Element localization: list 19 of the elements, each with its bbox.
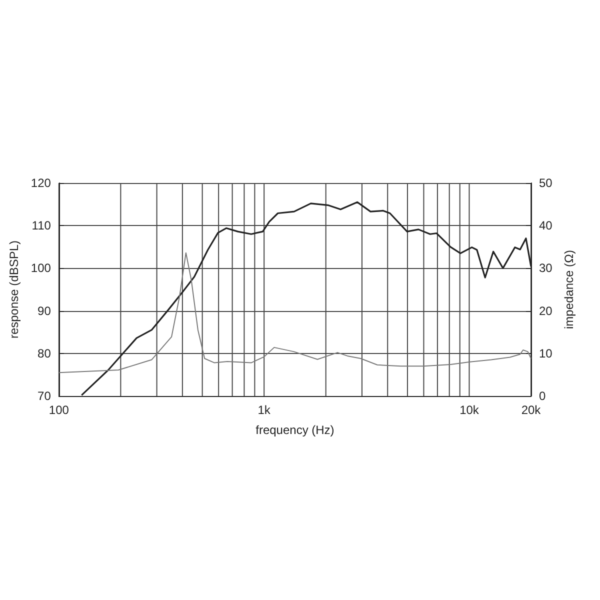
- y-tick-label: 120: [30, 176, 52, 190]
- y2-axis-title: impedance (Ω): [562, 250, 576, 330]
- y2-tick-label: 50: [539, 176, 553, 190]
- y-axis-title: response (dBSPL): [7, 240, 21, 339]
- y2-tick-label: 0: [539, 389, 546, 403]
- y-tick-label: 100: [30, 261, 52, 276]
- y-tick-label: 90: [38, 304, 52, 318]
- x-tick-label: 100: [48, 403, 70, 417]
- x-tick-label: 1k: [258, 403, 272, 417]
- y-tick-label: 80: [38, 346, 52, 360]
- x-tick-label: 10k: [460, 403, 480, 417]
- y2-tick-label: 40: [539, 218, 553, 233]
- y2-tick-label: 20: [539, 304, 553, 318]
- x-tick-label: 20k: [521, 403, 542, 417]
- x-axis-title: frequency (Hz): [256, 423, 334, 437]
- y-tick-label: 110: [32, 218, 52, 233]
- y2-tick-label: 10: [539, 346, 553, 360]
- y2-tick-label: 30: [539, 261, 553, 276]
- y-tick-label: 70: [38, 389, 52, 403]
